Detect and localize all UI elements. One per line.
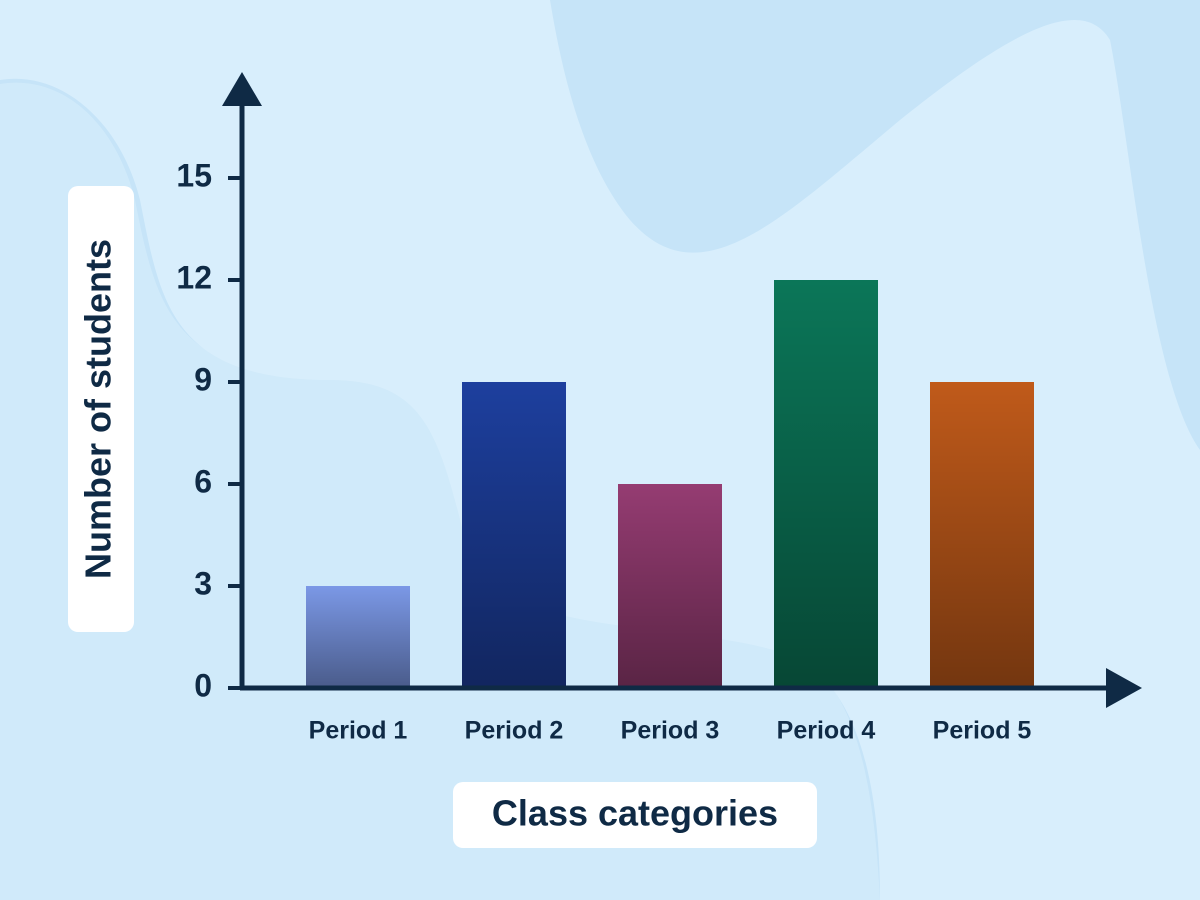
background-blob [0,82,880,900]
x-label-box [453,782,817,848]
x-tick-label: Period 2 [465,717,564,745]
y-tick-label: 12 [176,259,212,295]
bar-shade [306,586,410,688]
bar-shade [774,280,878,688]
bar-shade [462,382,566,688]
y-axis-label: Number of students [78,239,119,579]
y-axis-arrow [222,72,262,106]
x-tick-label: Period 5 [933,717,1032,745]
y-label-box [68,186,134,632]
y-tick-label: 3 [194,565,212,601]
y-tick-label: 9 [194,361,212,397]
y-tick-label: 15 [176,157,212,193]
x-tick-label: Period 4 [777,717,876,745]
y-tick-label: 6 [194,463,212,499]
x-tick-label: Period 3 [621,717,720,745]
x-axis-label: Class categories [492,793,778,834]
x-tick-label: Period 1 [309,717,408,745]
background-blob [550,0,1200,450]
bar-shade [618,484,722,688]
bar-shade [930,382,1034,688]
y-tick-label: 0 [194,667,212,703]
plot-area: 0 3 6 9 12 15 Period 1 Period 2 Period 3 Period 4… [176,157,1034,745]
x-axis-arrow [1106,668,1142,708]
